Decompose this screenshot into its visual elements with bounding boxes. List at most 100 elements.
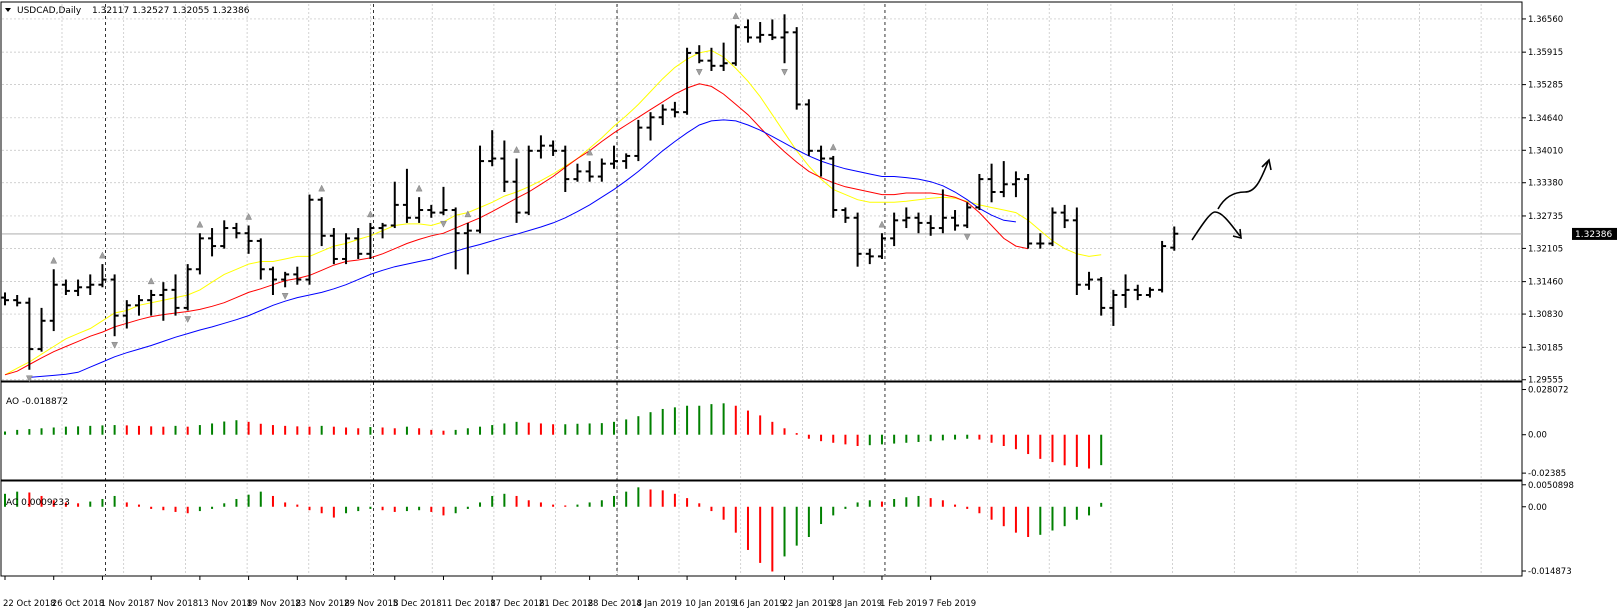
date-tick-label: 1 Feb 2019 [880,599,928,609]
ohlc-bar [1097,276,1106,316]
ohlc-bar [963,202,972,229]
date-tick-label: 28 Jan 2019 [831,599,882,609]
ohlc-bar [561,145,570,192]
ohlc-bar [208,228,217,257]
current-price-tag: 1.32386 [1572,227,1617,240]
panel-frames [0,1,1523,577]
ohlc-bar [1060,204,1069,229]
fractal-down-icon [440,220,447,228]
fractal-up-icon [513,145,520,153]
date-tick-label: 11 Dec 2018 [441,599,495,609]
fractal-down-icon [111,341,119,349]
ohlc-bar [1170,226,1179,251]
date-tick-label: 4 Jan 2019 [636,599,682,609]
date-tick-label: 1 Nov 2018 [100,599,149,609]
ohlc-bar [378,222,387,239]
ohlc-bar [1024,173,1033,249]
ohlc-bar [926,215,935,236]
fractal-down-icon [25,375,33,383]
price-plot[interactable] [1,12,1522,383]
ac-tick-label: 0.0050898 [1528,481,1574,491]
ohlc-bar [938,189,947,234]
ohlc-bar [147,289,156,316]
chart-header: USDCAD,Daily 1.32117 1.32527 1.32055 1.3… [5,6,250,16]
ohlc-bar [232,222,241,239]
ohlc-bar [1048,207,1057,247]
ohlc-bar [658,104,667,126]
price-tick-label: 1.30185 [1528,343,1563,353]
fractal-down-icon [184,316,192,324]
fractal-up-icon [245,212,253,220]
panel-frame [0,381,1523,481]
ohlc-bar [549,140,558,156]
fractal-up-icon [878,220,886,228]
date-tick-label: 28 Dec 2018 [588,599,642,609]
ohlc-bar [707,47,716,71]
drawn-arrows [1191,158,1272,241]
ohlc-bar [731,24,740,66]
ohlc-bar [890,212,899,247]
ohlc-bar [780,14,789,64]
date-tick-label: 10 Jan 2019 [685,599,736,609]
ohlc-bar [841,207,850,223]
ohlc-bar [195,233,204,275]
ohlc-bar [329,228,338,265]
ohlc-bar [1011,171,1020,198]
ohlc-bar [25,297,34,370]
ac-histogram[interactable] [4,487,1103,572]
fractal-up-icon [732,12,740,19]
ohlc-bar [293,266,302,285]
arrowhead-up [1261,158,1272,171]
ohlc-bar [439,186,448,216]
ohlc-bar [49,269,58,332]
ohlc-bar [268,266,277,296]
ohlc-bar [877,233,886,259]
current-price-text: 1.32386 [1575,230,1612,240]
fractal-up-icon [147,277,155,285]
ohlc-bar [573,163,582,182]
ohlc-bar [1145,287,1154,298]
ohlc-bar [512,158,521,223]
ohlc-bar [451,207,460,270]
price-tick-label: 1.31460 [1528,278,1563,288]
date-tick-label: 19 Nov 2018 [247,599,301,609]
price-tick-label: 1.36560 [1528,15,1563,25]
date-tick-label: 17 Dec 2018 [490,599,544,609]
ma-slow-line [29,119,1016,378]
fractal-up-icon [586,148,594,156]
ac-axis: 0.0050898 0.00 -0.014873 [1522,481,1574,577]
period-separators [105,4,886,575]
fractal-down-icon [695,68,703,76]
ohlc-bar [719,42,728,71]
ohlc-bar [1085,271,1094,290]
ao-histogram[interactable] [4,403,1103,469]
fractal-up-icon [415,184,423,192]
ao-label: AO -0.018872 [6,397,68,407]
fractal-up-icon [99,251,106,259]
ao-axis: 0.028072 0.00 -0.02385 [1522,386,1569,479]
date-tick-label: 7 Nov 2018 [149,599,198,609]
ohlc-bar [695,45,704,64]
price-axis: 1.36560 1.35915 1.35285 1.34640 1.34010 1.333… [1522,15,1563,386]
ao-tick-label: 0.028072 [1528,386,1569,396]
fractal-up-icon [50,256,58,264]
ohlc-bar [476,145,485,234]
arrow-up-curve [1217,161,1269,210]
price-tick-label: 1.32735 [1528,212,1563,222]
ac-label: AC 0.0009233 [6,498,70,508]
ohlc-bar [61,279,70,296]
ohlc-bar [220,220,229,249]
ohlc-bar [366,222,375,259]
fractal-down-icon [781,68,788,76]
ohlc-bar [110,274,119,337]
date-tick-label: 26 Oct 2018 [52,599,105,609]
ohlc-bar [768,19,777,41]
ohlc-label: 1.32117 1.32527 1.32055 1.32386 [92,6,250,16]
ohlc-bar [987,163,996,203]
ohlc-bar [646,112,655,141]
panel-frame [0,480,1523,577]
ohlc-bar [914,212,923,234]
date-tick-label: 16 Jan 2019 [734,599,785,609]
triangle-down-icon[interactable] [5,8,11,12]
